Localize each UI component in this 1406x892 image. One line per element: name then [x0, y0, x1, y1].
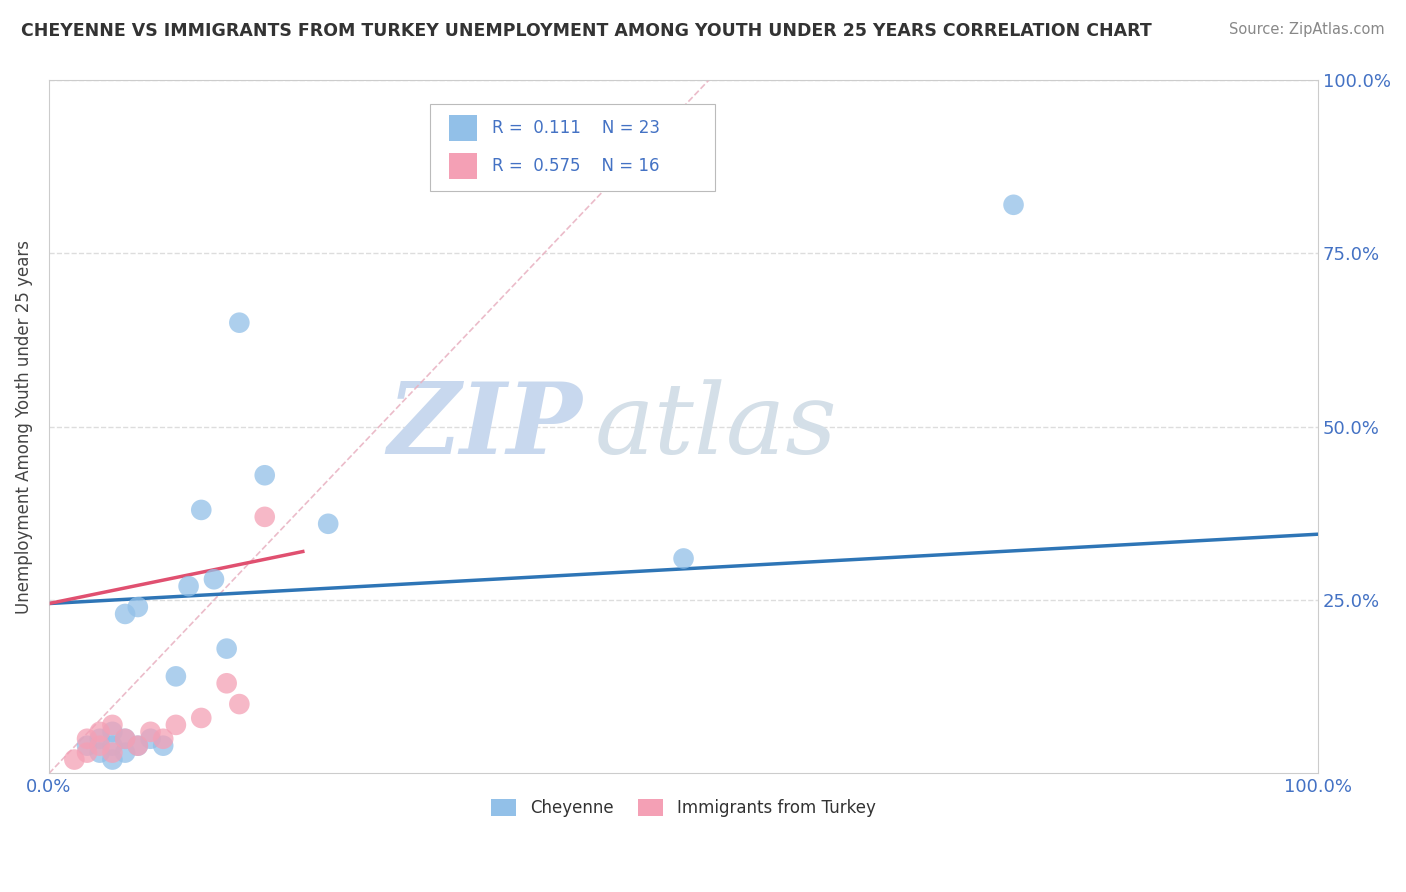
- Y-axis label: Unemployment Among Youth under 25 years: Unemployment Among Youth under 25 years: [15, 240, 32, 614]
- Point: [101, 724, 124, 739]
- Text: Source: ZipAtlas.com: Source: ZipAtlas.com: [1229, 22, 1385, 37]
- Point: [316, 516, 339, 531]
- Text: R =  0.575    N = 16: R = 0.575 N = 16: [492, 157, 659, 176]
- Point: [63, 753, 86, 767]
- Point: [101, 718, 124, 732]
- Point: [253, 468, 276, 483]
- Point: [152, 739, 174, 753]
- Point: [76, 739, 98, 753]
- Point: [165, 669, 187, 683]
- Point: [202, 572, 225, 586]
- Point: [89, 731, 111, 746]
- Point: [101, 746, 124, 760]
- Point: [215, 641, 238, 656]
- Point: [76, 746, 98, 760]
- FancyBboxPatch shape: [430, 104, 716, 191]
- Point: [190, 503, 212, 517]
- Point: [89, 746, 111, 760]
- Point: [127, 739, 149, 753]
- Legend: Cheyenne, Immigrants from Turkey: Cheyenne, Immigrants from Turkey: [485, 793, 883, 824]
- Point: [228, 697, 250, 711]
- Point: [1002, 198, 1025, 212]
- Bar: [449, 115, 477, 141]
- Point: [177, 579, 200, 593]
- Point: [114, 731, 136, 746]
- Point: [114, 746, 136, 760]
- Point: [114, 607, 136, 621]
- Point: [114, 731, 136, 746]
- Bar: [449, 153, 477, 179]
- Point: [101, 739, 124, 753]
- Point: [253, 509, 276, 524]
- Point: [190, 711, 212, 725]
- Point: [139, 724, 162, 739]
- Point: [139, 731, 162, 746]
- Text: atlas: atlas: [595, 379, 838, 475]
- Text: CHEYENNE VS IMMIGRANTS FROM TURKEY UNEMPLOYMENT AMONG YOUTH UNDER 25 YEARS CORRE: CHEYENNE VS IMMIGRANTS FROM TURKEY UNEMP…: [21, 22, 1152, 40]
- Point: [215, 676, 238, 690]
- Point: [228, 316, 250, 330]
- Point: [89, 724, 111, 739]
- Point: [165, 718, 187, 732]
- Text: ZIP: ZIP: [387, 378, 582, 475]
- Point: [76, 731, 98, 746]
- Point: [89, 739, 111, 753]
- Text: R =  0.111    N = 23: R = 0.111 N = 23: [492, 119, 659, 137]
- Point: [152, 731, 174, 746]
- Point: [127, 739, 149, 753]
- Point: [127, 599, 149, 614]
- Point: [672, 551, 695, 566]
- Point: [101, 753, 124, 767]
